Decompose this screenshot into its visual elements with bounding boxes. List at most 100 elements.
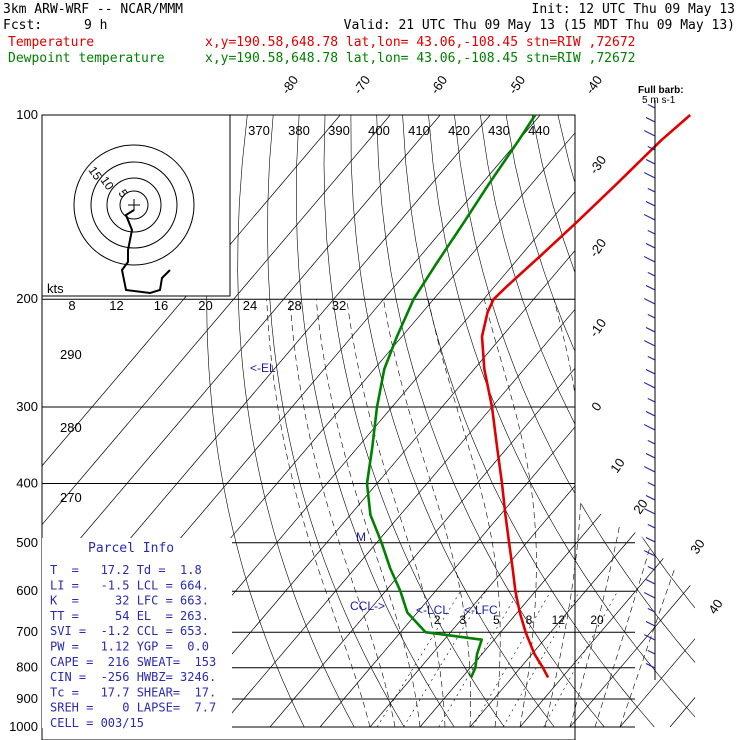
theta-label: 380 (288, 123, 310, 138)
pressure-tick-label: 200 (16, 291, 38, 306)
pressure-tick-label: 300 (16, 399, 38, 414)
speed-tick-label: 20 (198, 298, 212, 313)
wind-barb (647, 103, 656, 109)
mixing-ratio-label: 12 (552, 613, 566, 627)
isotherm-line (42, 115, 441, 728)
dry-adiabat (267, 115, 405, 728)
isotherm-label: -30 (586, 153, 609, 177)
wind-barb (645, 201, 656, 207)
wind-barbs: Full barb:5 m s-1 (638, 85, 684, 680)
parcel-info-row: LI = -1.5 LCL = 664. (50, 578, 209, 592)
forecast-hour: 9 h (84, 18, 107, 33)
hodograph-trace (120, 209, 171, 295)
moist-adiabat (483, 299, 537, 728)
wind-barb (645, 159, 656, 165)
isotherm-label: -20 (586, 236, 609, 260)
moist-adiabat (544, 299, 582, 728)
pressure-tick-label: 1000 (9, 719, 38, 734)
theta-label: 430 (488, 123, 510, 138)
wind-barb (647, 187, 656, 193)
wind-barb (645, 621, 656, 627)
isotherm-line (619, 115, 695, 728)
wind-barb (647, 439, 656, 445)
legend-temperature-loc: x,y=190.58,648.78 lat,lon= 43.06,-108.45… (205, 35, 635, 50)
wind-barb (645, 453, 656, 459)
wind-legend-title: Full barb: (638, 85, 684, 96)
dry-adiabat (376, 115, 605, 728)
dry-adiabat (713, 115, 740, 727)
wind-barb (647, 649, 656, 655)
moist-adiabat (289, 299, 396, 728)
init-time: Init: 12 UTC Thu 09 May 13 (532, 2, 736, 17)
dry-adiabat (531, 115, 695, 728)
dry-adiabat (454, 115, 695, 728)
dry-adiabat (635, 115, 695, 728)
theta-label: 280 (60, 420, 82, 435)
legend-temperature-name: Temperature (8, 35, 94, 50)
wind-barb (645, 117, 656, 123)
hodograph-ring (73, 144, 195, 266)
isotherm-label: -10 (586, 316, 609, 340)
isotherm-line (519, 115, 695, 728)
isotherm-line (569, 115, 695, 728)
theta-label: 400 (368, 123, 390, 138)
wind-barb (643, 172, 656, 179)
dry-adiabat (350, 115, 555, 728)
moist-adiabat (619, 299, 695, 728)
moist-adiabat (594, 299, 695, 728)
pressure-tick-label: 500 (16, 535, 38, 550)
wind-barb (647, 229, 656, 235)
parcel-info-row: CIN = -256 HWBZ= 3246. (50, 670, 216, 684)
parcel-info-row: T = 17.2 Td = 1.8 (50, 563, 202, 577)
parcel-info-row: PW = 1.12 YGP = 0.0 (50, 640, 209, 654)
parcel-info-row: SREH = 0 LAPSE= 7.7 (50, 701, 216, 715)
valid-time: Valid: 21 UTC Thu 09 May 13 (15 MDT Thu … (344, 18, 735, 33)
isotherm-line (369, 115, 695, 728)
pressure-tick-label: 800 (16, 660, 38, 675)
temperature-line (480, 114, 692, 679)
isotherm-label: -60 (427, 73, 450, 97)
isotherm-line (42, 115, 391, 728)
model-title: 3km ARW-WRF -- NCAR/MMM (3, 2, 183, 17)
speed-tick-label: 24 (243, 298, 257, 313)
dry-adiabat (583, 115, 695, 728)
ccl-marker: CCL-> (350, 599, 385, 613)
dry-adiabat (609, 115, 695, 728)
mixing-ratio-line (502, 591, 580, 728)
theta-label: 290 (60, 347, 82, 362)
theta-label: 420 (448, 123, 470, 138)
dry-adiabat (206, 115, 305, 728)
mixing-ratio-label: 8 (526, 613, 533, 627)
wind-barb (645, 579, 656, 585)
speed-tick-label: 16 (154, 298, 168, 313)
wind-barb (643, 298, 656, 305)
wind-barb (645, 369, 656, 375)
wind-barb (647, 523, 656, 529)
m-marker: M (356, 530, 366, 544)
wind-barb (643, 466, 656, 473)
wind-barb (643, 508, 656, 515)
pressure-tick-label: 700 (16, 624, 38, 639)
moist-adiabat (266, 299, 371, 728)
hodograph-ring (119, 190, 149, 220)
wind-barb (647, 397, 656, 403)
sounding-profiles: <-EL CCL-> <-LCL <-LFC M (250, 114, 692, 679)
wind-barb (643, 592, 656, 599)
moist-adiabat (569, 299, 639, 728)
parcel-info-row: CAPE = 216 SWEAT= 153 (50, 655, 216, 669)
dewpoint-line (365, 114, 537, 679)
wind-barb (647, 145, 656, 151)
wind-barb (647, 355, 656, 361)
parcel-info-box: Parcel Info T = 17.2 Td = 1.8LI = -1.5 L… (42, 538, 232, 730)
wind-barb (643, 130, 656, 137)
wind-barb (647, 313, 656, 319)
isotherm-label: -70 (350, 73, 373, 97)
theta-label: 440 (528, 123, 550, 138)
isotherm-line (469, 115, 695, 728)
pressure-tick-label: 400 (16, 475, 38, 490)
isotherm-line (269, 115, 695, 728)
mixing-ratio-label: 5 (493, 613, 500, 627)
lfc-marker: <-LFC (464, 603, 498, 617)
moist-adiabat (383, 299, 471, 728)
